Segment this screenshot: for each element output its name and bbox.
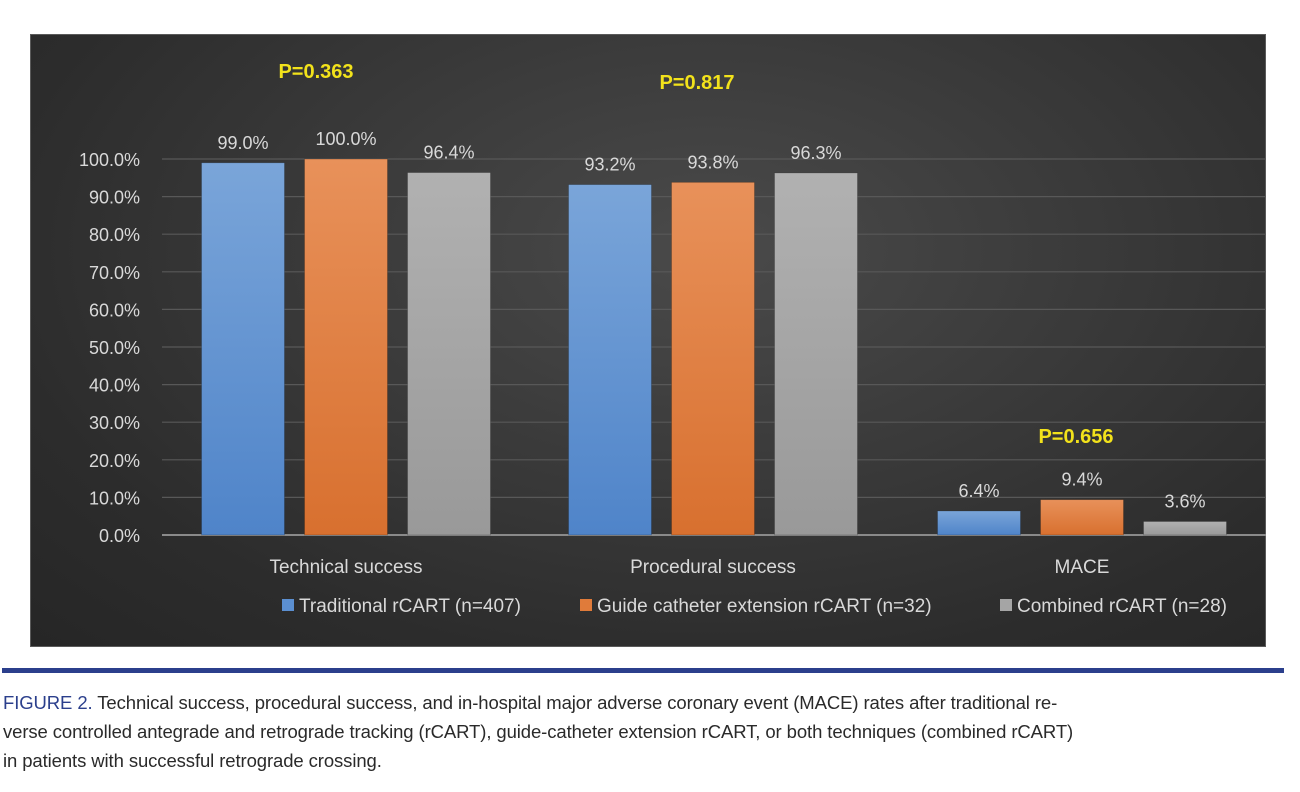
- bar: [201, 162, 285, 536]
- caption-divider: [2, 668, 1284, 673]
- y-axis: 0.0% 10.0% 20.0% 30.0% 40.0% 50.0% 60.0% 70.0% 8…: [79, 150, 140, 546]
- p-value-annotation: P=0.363: [278, 61, 353, 83]
- legend: Traditional rCART (n=407) Guide catheter …: [282, 596, 1227, 617]
- y-tick-label: 90.0%: [89, 188, 140, 208]
- data-label: 100.0%: [315, 129, 376, 149]
- legend-item: Guide catheter extension rCART (n=32): [580, 596, 932, 617]
- caption-line-1: Technical success, procedural success, a…: [92, 692, 1058, 713]
- caption-line-2: verse controlled antegrade and retrograd…: [3, 721, 1074, 742]
- y-tick-label: 80.0%: [89, 225, 140, 245]
- bar: [407, 172, 491, 536]
- p-value-annotation: P=0.817: [659, 72, 734, 94]
- data-label: 96.3%: [790, 143, 841, 163]
- data-label: 99.0%: [217, 133, 268, 153]
- y-tick-label: 30.0%: [89, 413, 140, 433]
- category-label: Procedural success: [630, 557, 796, 578]
- figure-label: FIGURE 2.: [3, 692, 93, 713]
- legend-swatch: [282, 599, 294, 611]
- y-tick-label: 100.0%: [79, 150, 140, 170]
- data-label: 93.2%: [584, 155, 635, 175]
- legend-swatch: [1000, 599, 1012, 611]
- legend-label: Combined rCART (n=28): [1017, 596, 1227, 617]
- data-label: 9.4%: [1061, 470, 1102, 490]
- legend-label: Traditional rCART (n=407): [299, 596, 521, 617]
- data-label: 3.6%: [1164, 491, 1205, 511]
- y-tick-label: 20.0%: [89, 451, 140, 471]
- x-axis: Technical success Procedural success MACE: [269, 557, 1109, 578]
- y-tick-label: 40.0%: [89, 376, 140, 396]
- bar: [1143, 521, 1227, 536]
- legend-label: Guide catheter extension rCART (n=32): [597, 596, 932, 617]
- legend-swatch: [580, 599, 592, 611]
- p-value-annotation: P=0.656: [1038, 426, 1113, 448]
- category-label: MACE: [1055, 557, 1110, 578]
- y-tick-label: 0.0%: [99, 526, 140, 546]
- y-tick-label: 10.0%: [89, 488, 140, 508]
- legend-item: Traditional rCART (n=407): [282, 596, 521, 617]
- bar-chart: 0.0% 10.0% 20.0% 30.0% 40.0% 50.0% 60.0% 70.0% 8…: [79, 61, 1266, 617]
- category-label: Technical success: [269, 557, 422, 578]
- caption-line-3: in patients with successful retrograde c…: [3, 750, 382, 771]
- p-value-annotations: P=0.363 P=0.817 P=0.656: [278, 61, 1113, 448]
- data-label: 96.4%: [423, 143, 474, 163]
- bar: [937, 510, 1021, 536]
- data-labels: 99.0% 93.2% 6.4% 100.0% 93.8% 9.4% 96.4% 96.3% 3…: [217, 129, 1205, 511]
- legend-item: Combined rCART (n=28): [1000, 596, 1227, 617]
- bar: [304, 158, 388, 536]
- y-tick-label: 50.0%: [89, 338, 140, 358]
- figure-caption: FIGURE 2. Technical success, procedural …: [3, 688, 1293, 775]
- bar: [1040, 499, 1124, 536]
- y-tick-label: 60.0%: [89, 300, 140, 320]
- y-tick-label: 70.0%: [89, 263, 140, 283]
- bar: [671, 181, 755, 536]
- bar: [568, 184, 652, 536]
- data-label: 93.8%: [687, 152, 738, 172]
- data-label: 6.4%: [958, 481, 999, 501]
- bar: [774, 172, 858, 536]
- bars: [201, 158, 1227, 536]
